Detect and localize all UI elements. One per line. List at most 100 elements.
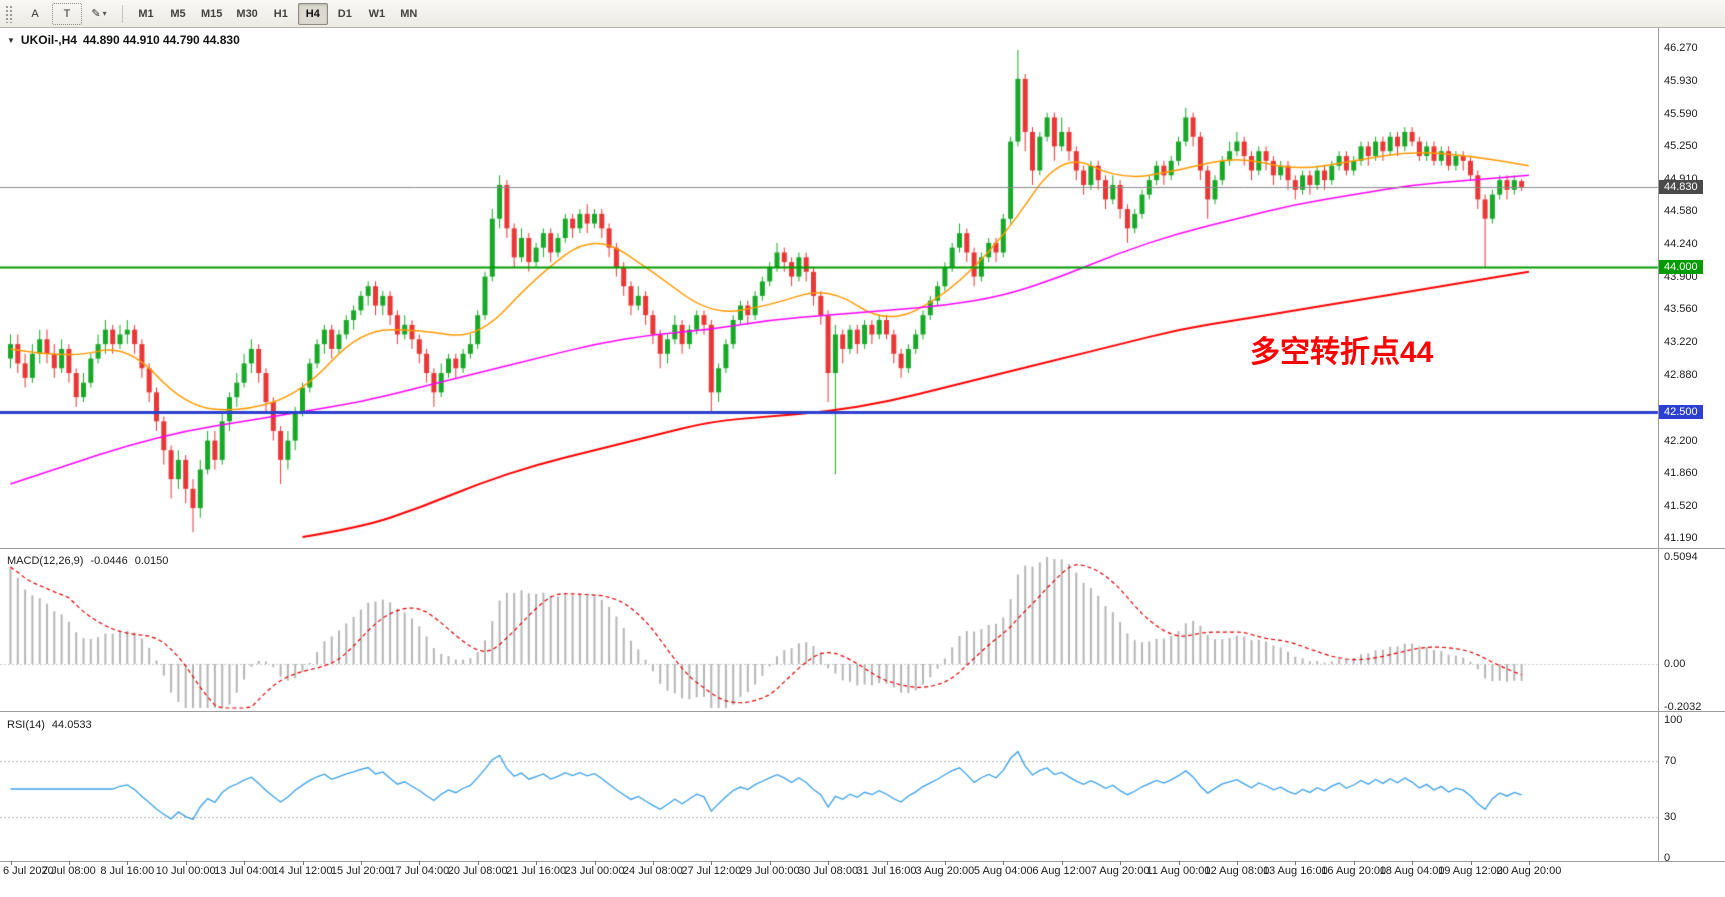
time-axis-tick — [185, 861, 187, 865]
time-axis-tick — [127, 861, 129, 865]
macd-signal-value: 0.0150 — [134, 555, 169, 567]
cursor-tool-button[interactable]: A — [31, 7, 39, 20]
time-axis-label: 11 Aug 00:00 — [1146, 865, 1211, 877]
timeframe-h1-button[interactable]: H1 — [273, 7, 288, 20]
time-axis-tick — [1353, 861, 1355, 865]
price-axis-border — [1658, 28, 1659, 861]
time-axis-label: 6 Jul 2020 — [3, 865, 54, 877]
time-axis-label: 30 Jul 08:00 — [798, 865, 859, 877]
timeframe-d1-button[interactable]: D1 — [337, 7, 352, 20]
chart-ohlc-values: 44.890 44.910 44.790 44.830 — [82, 33, 240, 47]
time-axis-tick — [1061, 861, 1063, 865]
chart-symbol-period: UKOil-,H4 — [20, 33, 77, 47]
price-axis-tick: 45.590 — [1664, 107, 1698, 120]
timeframe-m1-button[interactable]: M1 — [138, 7, 154, 20]
rsi-axis-tick: 100 — [1664, 714, 1683, 726]
main-chart-canvas[interactable] — [0, 28, 1725, 548]
time-axis-label: 29 Jul 00:00 — [739, 865, 800, 877]
time-axis-label: 14 Jul 12:00 — [272, 865, 333, 877]
panel-separator[interactable] — [0, 711, 1725, 712]
toolbar-separator — [122, 4, 123, 23]
price-axis-tick: 41.860 — [1664, 467, 1698, 480]
macd-panel-label: MACD(12,26,9) -0.0446 0.0150 — [7, 555, 168, 567]
time-axis-tick — [419, 861, 421, 865]
text-tool-button[interactable]: T — [52, 2, 82, 25]
current-price-badge: 44.830 — [1659, 179, 1703, 194]
toolbar-grip[interactable] — [5, 4, 13, 23]
macd-axis-tick: 0.5094 — [1664, 551, 1698, 564]
draw-tool-button[interactable]: ✎ ▾ — [91, 8, 107, 20]
timeframe-h4-button[interactable]: H4 — [297, 2, 328, 25]
time-axis-label: 7 Aug 20:00 — [1090, 865, 1150, 877]
text-annotation[interactable]: 多空转折点44 — [1250, 336, 1434, 369]
time-axis-tick — [594, 861, 596, 865]
time-axis-label: 31 Jul 16:00 — [856, 865, 917, 877]
time-axis-label: 24 Jul 08:00 — [622, 865, 683, 877]
price-axis-tick: 45.930 — [1664, 74, 1698, 87]
price-axis-tick: 44.580 — [1664, 205, 1698, 217]
time-axis-label: 20 Jul 08:00 — [447, 865, 508, 877]
tool-buttons-group: A T ✎ ▾ — [20, 2, 114, 25]
time-axis-tick — [1412, 861, 1414, 865]
time-axis-tick — [1470, 861, 1472, 865]
time-axis-tick — [536, 861, 538, 865]
time-axis-label: 15 Jul 20:00 — [330, 865, 391, 877]
time-axis-tick — [711, 861, 713, 865]
timeframe-m5-button[interactable]: M5 — [170, 7, 186, 20]
time-axis-tick — [477, 861, 479, 865]
time-axis-label: 6 Aug 12:00 — [1032, 865, 1092, 877]
time-axis-tick — [944, 861, 946, 865]
chart-menu-icon[interactable]: ▼ — [7, 35, 15, 45]
rsi-indicator-name: RSI(14) — [7, 719, 45, 731]
rsi-panel-label: RSI(14) 44.0533 — [7, 719, 92, 731]
rsi-value: 44.0533 — [51, 719, 92, 731]
time-axis-tick — [302, 861, 304, 865]
time-axis-tick — [244, 861, 246, 865]
time-axis-tick — [1120, 861, 1122, 865]
time-axis-tick — [886, 861, 888, 865]
price-axis-tick: 41.520 — [1664, 500, 1698, 513]
timeframe-w1-button[interactable]: W1 — [368, 7, 386, 20]
time-axis-label: 13 Aug 16:00 — [1262, 865, 1328, 877]
macd-indicator-canvas[interactable] — [0, 550, 1725, 710]
price-axis-tick: 42.200 — [1664, 434, 1698, 447]
price-axis-tick: 43.560 — [1664, 303, 1698, 316]
time-axis-tick — [1295, 861, 1297, 865]
time-axis-label: 8 Jul 16:00 — [100, 865, 155, 877]
timeframe-buttons-group: M1 M5 M15 M30 H1 H4 D1 W1 MN — [131, 2, 424, 25]
macd-axis-tick: -0.2032 — [1664, 700, 1702, 713]
macd-axis-tick: 0.00 — [1664, 658, 1686, 670]
time-axis-label: 23 Jul 00:00 — [564, 865, 625, 877]
price-axis-tick: 41.190 — [1664, 532, 1698, 544]
time-axis-tick — [1528, 861, 1530, 865]
price-axis-tick: 46.270 — [1664, 42, 1698, 54]
time-axis-label: 20 Aug 20:00 — [1496, 865, 1562, 877]
time-axis-border — [0, 861, 1725, 862]
time-axis-tick — [769, 861, 771, 865]
time-axis-label: 21 Jul 16:00 — [506, 865, 567, 877]
time-axis-tick — [1178, 861, 1180, 865]
hline-level-44-badge[interactable]: 44.000 — [1659, 259, 1703, 274]
panel-separator[interactable] — [0, 548, 1725, 549]
time-axis-label: 10 Jul 00:00 — [155, 865, 216, 877]
timeframe-m15-button[interactable]: M15 — [201, 7, 223, 20]
rsi-indicator-canvas[interactable] — [0, 714, 1725, 860]
time-axis-tick — [828, 861, 830, 865]
time-axis-tick — [1003, 861, 1005, 865]
time-axis-tick — [10, 861, 12, 865]
rsi-axis-tick: 30 — [1664, 810, 1677, 823]
toolbar: A T ✎ ▾ M1 M5 M15 M30 H1 H4 D1 W1 MN — [0, 0, 1725, 28]
time-axis-tick — [1236, 861, 1238, 865]
time-axis-tick — [652, 861, 654, 865]
time-axis-label: 3 Aug 20:00 — [915, 865, 975, 877]
timeframe-m30-button[interactable]: M30 — [236, 7, 258, 20]
hline-level-425-badge[interactable]: 42.500 — [1659, 404, 1703, 419]
price-axis-tick: 42.880 — [1664, 368, 1698, 381]
price-axis-tick: 43.220 — [1664, 336, 1698, 349]
macd-indicator-name: MACD(12,26,9) — [7, 555, 84, 567]
dropdown-caret-icon: ▾ — [102, 9, 107, 18]
price-axis-tick: 45.250 — [1664, 140, 1698, 153]
timeframe-mn-button[interactable]: MN — [400, 7, 418, 20]
time-axis-label: 18 Aug 04:00 — [1379, 865, 1445, 877]
chart-title: ▼ UKOil-,H4 44.890 44.910 44.790 44.830 — [7, 33, 240, 47]
